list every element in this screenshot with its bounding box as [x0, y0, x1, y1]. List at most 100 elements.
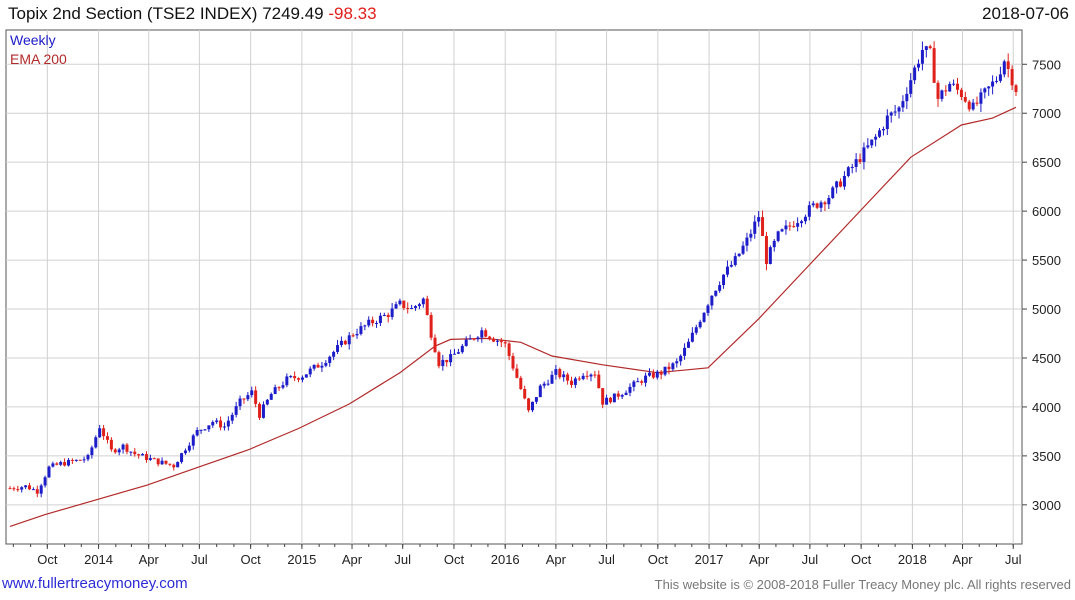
candle-body: [121, 444, 125, 450]
x-tick-label: Jul: [191, 552, 208, 567]
candle-body: [690, 332, 694, 342]
candle-body: [367, 319, 371, 326]
chart-title: Topix 2nd Section (TSE2 INDEX) 7249.49 -…: [8, 4, 377, 24]
candle-body: [889, 112, 893, 116]
candle-body: [1006, 61, 1010, 69]
candle-body: [343, 340, 347, 345]
candle-body: [671, 363, 675, 370]
candle-body: [870, 139, 874, 146]
candle-body: [316, 364, 320, 368]
x-tick-label: Oct: [241, 552, 262, 567]
candle-body: [686, 341, 690, 348]
candle-body: [503, 342, 507, 344]
candle-body: [866, 145, 870, 148]
candle-body: [254, 390, 258, 404]
candle-body: [995, 80, 999, 82]
candle-body: [534, 397, 538, 402]
candle-body: [429, 314, 433, 338]
candle-body: [144, 454, 148, 460]
candle-body: [398, 300, 402, 305]
candle-body: [714, 290, 718, 296]
candle-body: [265, 399, 269, 405]
candle-body: [258, 403, 262, 418]
candle-body: [8, 488, 12, 490]
candle-body: [952, 83, 956, 85]
candle-body: [441, 359, 445, 367]
y-axis: 3000 3500 4000 4500 5000 5500 6000 6500 7000 7500: [1022, 57, 1061, 513]
candle-body: [702, 312, 706, 322]
x-tick-label: Jul: [1005, 552, 1022, 567]
legend-weekly: Weekly: [10, 32, 56, 48]
candle-body: [924, 46, 928, 50]
candle-body: [269, 394, 273, 400]
candle-body: [581, 375, 585, 380]
candle-body: [261, 404, 265, 418]
candle-body: [499, 340, 503, 343]
candle-body: [909, 80, 913, 94]
x-tick-label: Oct: [851, 552, 872, 567]
candle-body: [382, 314, 386, 316]
x-tick-label: Oct: [648, 552, 669, 567]
candle-body: [242, 398, 246, 400]
candle-body: [281, 385, 285, 388]
candle-body: [983, 88, 987, 93]
candle-body: [386, 314, 390, 318]
candle-body: [827, 197, 831, 205]
candle-body: [655, 371, 659, 378]
candle-body: [460, 345, 464, 353]
candle-body: [835, 181, 839, 188]
candle-body: [593, 374, 597, 376]
candle-body: [39, 485, 43, 494]
candle-body: [105, 436, 109, 440]
candle-body: [523, 389, 527, 399]
candle-body: [324, 362, 328, 366]
candle-body: [913, 67, 917, 81]
candle-body: [803, 216, 807, 222]
candle-body: [27, 485, 31, 490]
y-tick-label: 3500: [1032, 449, 1061, 464]
candle-body: [402, 300, 406, 309]
candle-body: [164, 460, 168, 464]
candle-body: [406, 308, 410, 310]
candle-body: [129, 451, 133, 453]
y-tick-label: 5500: [1032, 253, 1061, 268]
x-tick-label: Oct: [37, 552, 58, 567]
candle-body: [176, 462, 180, 468]
candle-body: [932, 48, 936, 83]
candle-body: [550, 374, 554, 384]
candle-body: [979, 92, 983, 104]
candle-body: [109, 439, 113, 450]
candle-body: [963, 97, 967, 102]
candle-body: [527, 398, 531, 411]
candles-series: [8, 41, 1018, 498]
chart-header: Topix 2nd Section (TSE2 INDEX) 7249.49 -…: [0, 0, 1075, 30]
y-tick-label: 5000: [1032, 302, 1061, 317]
candle-body: [842, 175, 846, 187]
candle-body: [659, 371, 663, 375]
candle-body: [390, 308, 394, 318]
candle-body: [741, 245, 745, 254]
candle-body: [745, 237, 749, 246]
candle-body: [733, 256, 737, 265]
candle-body: [725, 266, 729, 275]
candle-body: [647, 372, 651, 376]
candle-body: [663, 366, 667, 375]
candle-body: [160, 460, 164, 465]
candle-body: [339, 340, 343, 346]
x-axis: Oct 2014 Apr Jul Oct 2015 Apr Jul Oct 2016 Apr Jul O…: [12, 544, 1022, 567]
candle-body: [679, 355, 683, 362]
candle-body: [940, 90, 944, 99]
candle-body: [722, 274, 726, 286]
candle-body: [624, 392, 628, 396]
y-tick-label: 6500: [1032, 155, 1061, 170]
candle-body: [300, 377, 304, 380]
candle-body: [839, 181, 843, 187]
x-tick-label: Apr: [952, 552, 973, 567]
candle-body: [488, 336, 492, 339]
website-link[interactable]: www.fullertreacymoney.com: [2, 575, 188, 592]
candle-body: [577, 378, 581, 380]
ema-series: [9, 106, 1017, 527]
candle-body: [776, 231, 780, 241]
candle-body: [336, 345, 340, 352]
candle-body: [199, 429, 203, 431]
